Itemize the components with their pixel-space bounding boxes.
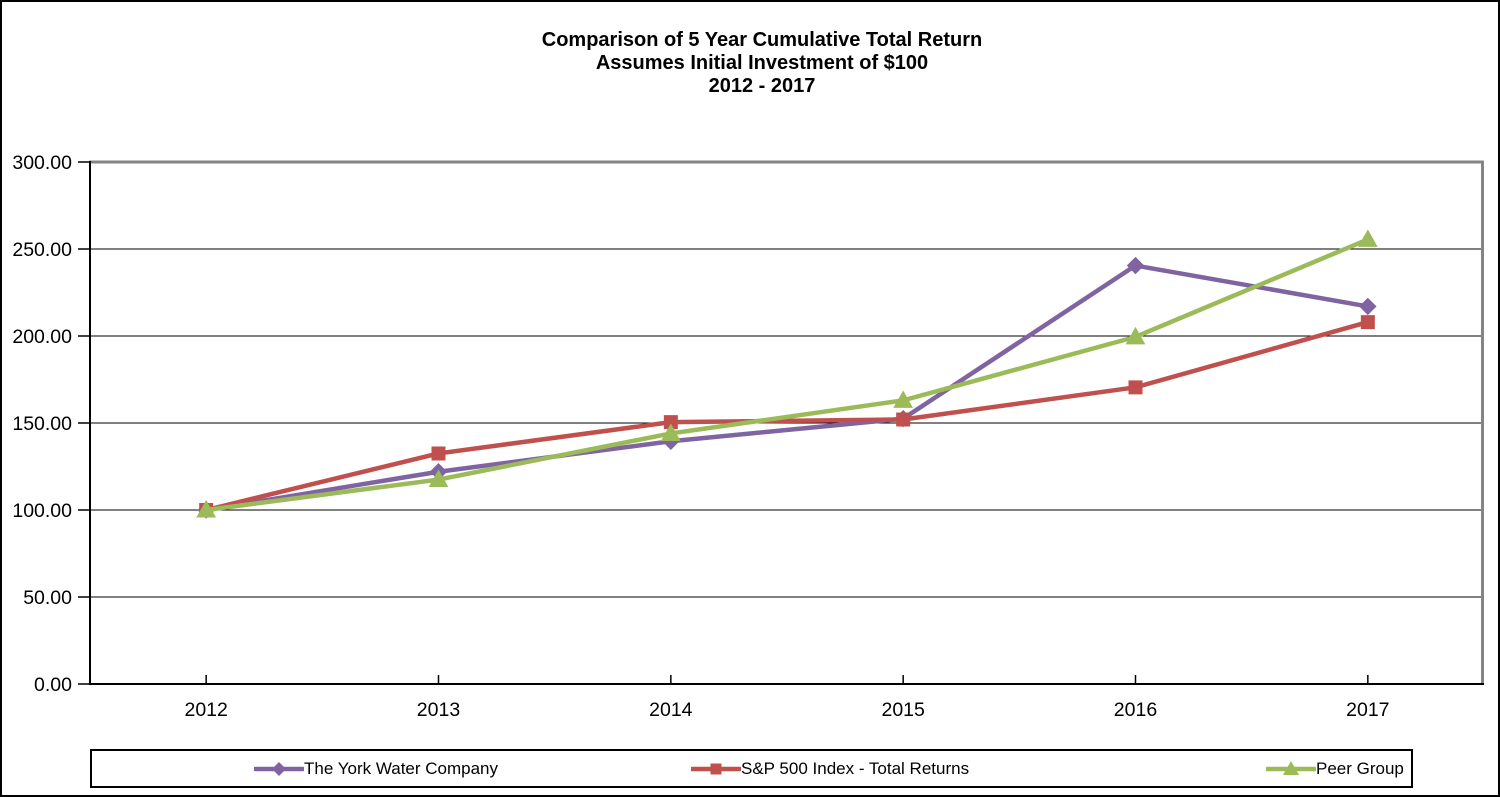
legend-triangle-marker-icon — [1266, 760, 1316, 777]
chart-title: Comparison of 5 Year Cumulative Total Re… — [90, 29, 1434, 98]
series-line — [203, 319, 1371, 513]
square-marker — [663, 415, 678, 430]
y-tick-label: 250.00 — [12, 239, 72, 261]
gridlines — [90, 248, 1483, 598]
square-marker — [1360, 315, 1375, 330]
triangle-marker — [428, 469, 449, 488]
legend-entry-peer-group: Peer Group — [1266, 751, 1404, 786]
y-tick-label: 100.00 — [12, 500, 72, 522]
legend-entry-york-water: The York Water Company — [254, 751, 498, 786]
y-tick-label: 50.00 — [23, 587, 72, 609]
chart-title-line-3: 2012 - 2017 — [708, 75, 816, 97]
diamond-marker — [1359, 297, 1377, 316]
legend-label-sp500: S&P 500 Index - Total Returns — [741, 758, 970, 778]
x-tick-label: 2013 — [417, 699, 460, 721]
diamond-marker — [1126, 256, 1145, 275]
y-tick-label: 200.00 — [12, 326, 72, 348]
series-peer-group — [196, 229, 1378, 518]
y-axis-labels: 300.00 250.00 200.00 150.00 100.00 50.00 0.00 — [12, 152, 90, 696]
legend-square-marker-icon — [691, 761, 741, 777]
triangle-marker — [1125, 326, 1146, 345]
series-the-york-water-company — [197, 256, 1377, 519]
legend-label-york-water: The York Water Company — [304, 758, 499, 778]
x-tick-label: 2017 — [1346, 699, 1389, 721]
y-tick-label: 300.00 — [12, 152, 72, 174]
chart-title-line-2: Assumes Initial Investment of $100 — [595, 52, 929, 74]
y-tick-label: 150.00 — [12, 413, 72, 435]
x-tick-label: 2012 — [184, 699, 227, 721]
triangle-marker — [1357, 229, 1378, 247]
legend-entry-sp500: S&P 500 Index - Total Returns — [691, 751, 969, 786]
chart-title-line-1: Comparison of 5 Year Cumulative Total Re… — [541, 29, 983, 51]
triangle-marker — [893, 390, 914, 408]
legend-label-peer-group: Peer Group — [1316, 758, 1404, 778]
square-marker — [896, 412, 911, 427]
plot-border — [89, 160, 1484, 684]
legend-diamond-marker-icon — [254, 761, 304, 777]
triangle-marker — [660, 423, 681, 441]
square-marker — [1128, 380, 1143, 395]
x-tick-label: 2015 — [881, 699, 925, 721]
series-line — [203, 237, 1371, 513]
square-marker — [431, 446, 446, 461]
x-tick-label: 2014 — [649, 699, 693, 721]
y-tick-label: 0.00 — [34, 674, 72, 696]
series-line — [203, 263, 1371, 513]
x-tick-label: 2016 — [1114, 699, 1157, 721]
legend: The York Water Company S&P 500 Index - T… — [90, 749, 1413, 788]
x-axis-labels: 2012 2013 2014 2015 2016 2017 — [184, 675, 1390, 721]
triangle-marker — [196, 499, 217, 518]
